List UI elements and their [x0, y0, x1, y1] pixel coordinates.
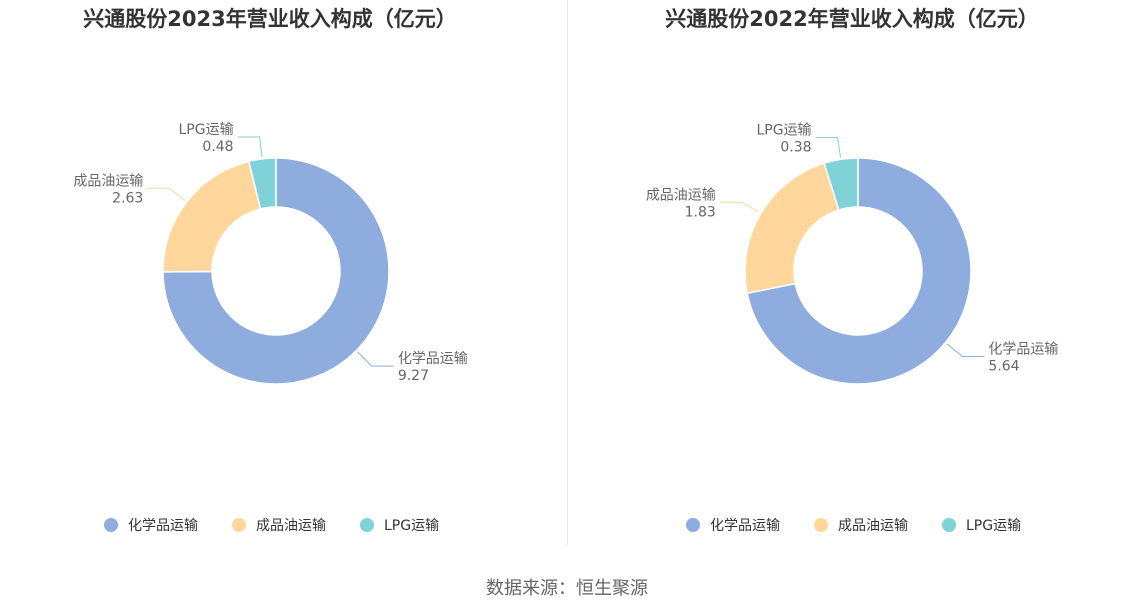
legend-item[interactable]: LPG运输	[360, 518, 439, 534]
chart-title: 兴通股份2022年营业收入构成（亿元）	[665, 7, 1038, 31]
donut-slice-2[interactable]	[162, 160, 262, 273]
slice-label-name: 化学品运输	[398, 351, 468, 367]
slice-label-value: 0.48	[202, 139, 233, 155]
slice-label-name: LPG运输	[756, 123, 811, 139]
legend-label: 化学品运输	[710, 518, 780, 534]
label-leader-line	[946, 343, 985, 358]
donut-chart-2: 兴通股份2022年营业收入构成（亿元）化学品运输5.64成品油运输1.83LPG…	[646, 7, 1059, 534]
donut-chart-1: 兴通股份2023年营业收入构成（亿元）化学品运输9.27成品油运输2.63LPG…	[73, 7, 467, 534]
slice-label-value: 1.83	[685, 204, 716, 220]
data-source-note: 数据来源：恒生聚源	[486, 578, 648, 599]
donut-slice-1[interactable]	[746, 157, 972, 385]
slice-label-value: 9.27	[398, 368, 429, 384]
legend-item[interactable]: 成品油运输	[232, 518, 326, 534]
legend-label: LPG运输	[384, 518, 439, 534]
legend-label: 成品油运输	[838, 518, 908, 534]
legend-marker-icon	[232, 518, 246, 532]
donut-slice-3[interactable]	[247, 157, 277, 210]
donut-slices	[162, 157, 390, 385]
slice-label-value: 0.38	[780, 140, 811, 156]
donut-slice-2[interactable]	[744, 162, 840, 295]
legend-item[interactable]: LPG运输	[942, 518, 1021, 534]
label-leader-line	[147, 187, 186, 201]
legend-item[interactable]: 成品油运输	[814, 518, 908, 534]
donut-slice-3[interactable]	[823, 157, 859, 211]
slice-label-name: LPG运输	[179, 122, 234, 138]
legend-label: LPG运输	[966, 518, 1021, 534]
legend-marker-icon	[360, 518, 374, 532]
label-leader-line	[357, 351, 394, 367]
legend-marker-icon	[814, 518, 828, 532]
legend-marker-icon	[942, 518, 956, 532]
legend-label: 成品油运输	[256, 518, 326, 534]
legend-item[interactable]: 化学品运输	[104, 518, 198, 534]
chart-title: 兴通股份2023年营业收入构成（亿元）	[83, 7, 456, 31]
donut-slice-1[interactable]	[162, 157, 390, 385]
label-leader-line	[719, 201, 760, 213]
label-leader-line	[815, 137, 842, 158]
slice-label-name: 成品油运输	[73, 173, 143, 189]
donut-slices	[744, 157, 972, 385]
chart-divider	[567, 0, 568, 545]
slice-label-name: 化学品运输	[988, 342, 1058, 358]
legend-item[interactable]: 化学品运输	[686, 518, 780, 534]
label-leader-line	[237, 136, 263, 157]
legend-marker-icon	[686, 518, 700, 532]
chart-legend: 化学品运输 成品油运输 LPG运输	[104, 518, 439, 534]
legend-label: 化学品运输	[128, 518, 198, 534]
slice-label-value: 2.63	[112, 190, 143, 206]
legend-marker-icon	[104, 518, 118, 532]
chart-legend: 化学品运输 成品油运输 LPG运输	[686, 518, 1021, 534]
slice-label-value: 5.64	[988, 359, 1019, 375]
slice-label-name: 成品油运输	[646, 187, 716, 203]
